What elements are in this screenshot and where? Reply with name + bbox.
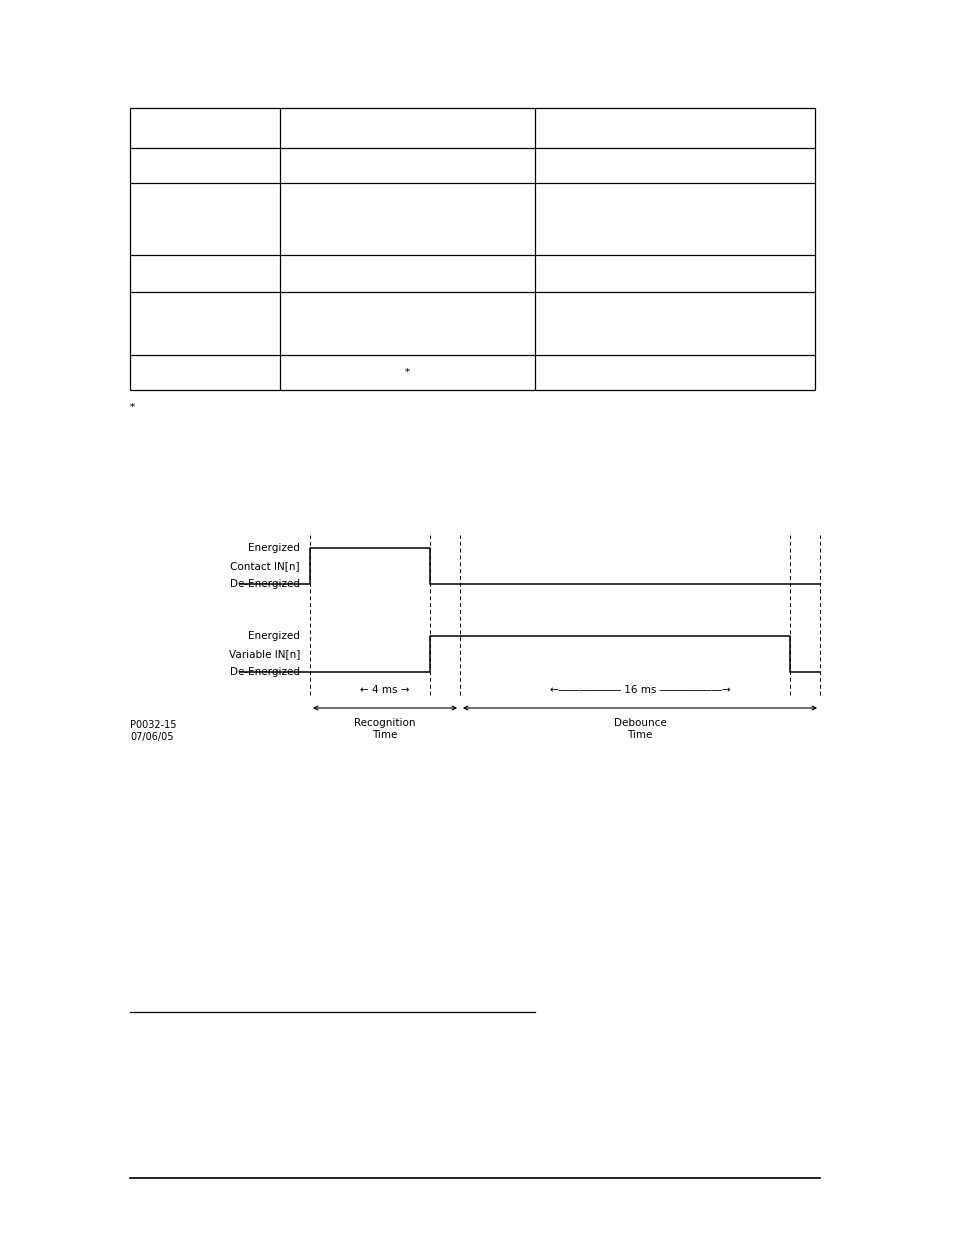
- Text: Variable IN[n]: Variable IN[n]: [229, 650, 299, 659]
- Text: P0032-15
07/06/05: P0032-15 07/06/05: [130, 720, 176, 741]
- Text: *: *: [404, 368, 410, 377]
- Text: Recognition
Time: Recognition Time: [354, 718, 416, 740]
- Text: Energized: Energized: [248, 631, 299, 641]
- Text: Debounce
Time: Debounce Time: [613, 718, 666, 740]
- Text: ← 4 ms →: ← 4 ms →: [360, 685, 410, 695]
- Text: De-Energized: De-Energized: [230, 667, 299, 677]
- Text: *: *: [130, 403, 135, 412]
- Text: Energized: Energized: [248, 543, 299, 553]
- Text: De-Energized: De-Energized: [230, 579, 299, 589]
- Text: ←―――――― 16 ms ――――――→: ←―――――― 16 ms ――――――→: [549, 685, 730, 695]
- Text: Contact IN[n]: Contact IN[n]: [230, 561, 299, 571]
